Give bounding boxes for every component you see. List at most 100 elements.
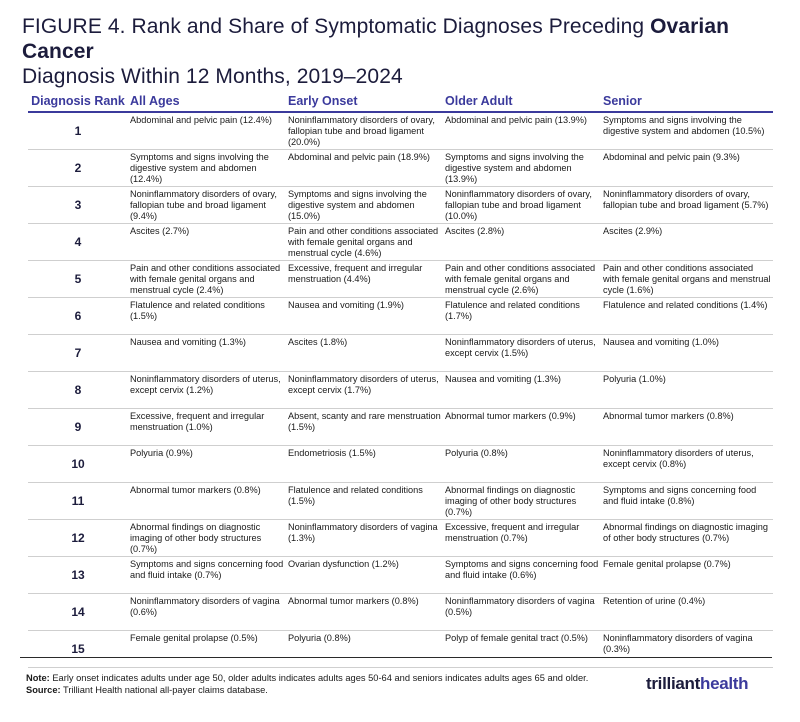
diagnosis-cell: Flatulence and related conditions (1.5%) [128, 297, 286, 335]
column-header: Early Onset [286, 90, 443, 113]
header-row: Diagnosis Rank All Ages Early Onset Older A… [28, 90, 773, 113]
diagnosis-cell: Polyuria (1.0%) [601, 371, 773, 409]
diagnosis-cell: Symptoms and signs concerning food and f… [601, 482, 773, 520]
table-row: 10 Polyuria (0.9%) Endometriosis (1.5%) Pol… [28, 445, 773, 483]
rank-cell: 15 [28, 630, 128, 668]
rank-cell: 12 [28, 519, 128, 557]
diagnosis-cell: Pain and other conditions associated wit… [601, 260, 773, 298]
diagnosis-cell: Abnormal findings on diagnostic imaging … [443, 482, 601, 520]
diagnosis-cell: Flatulence and related conditions (1.4%) [601, 297, 773, 335]
rank-cell: 6 [28, 297, 128, 335]
table-row: 8 Noninflammatory disorders of uterus, ex… [28, 371, 773, 409]
diagnosis-cell: Symptoms and signs involving the digesti… [601, 112, 773, 150]
diagnosis-cell: Pain and other conditions associated wit… [128, 260, 286, 298]
rank-cell: 13 [28, 556, 128, 594]
table-row: 9 Excessive, frequent and irregular menst… [28, 408, 773, 446]
rank-cell: 3 [28, 186, 128, 224]
diagnosis-cell: Noninflammatory disorders of ovary, fall… [443, 186, 601, 224]
table-row: 7 Nausea and vomiting (1.3%) Ascites (1.8%… [28, 334, 773, 372]
table-row: 2 Symptoms and signs involving the digest… [28, 149, 773, 187]
diagnosis-cell: Female genital prolapse (0.5%) [128, 630, 286, 668]
diagnosis-cell: Noninflammatory disorders of uterus, exc… [286, 371, 443, 409]
rank-cell: 7 [28, 334, 128, 372]
diagnosis-cell: Symptoms and signs involving the digesti… [443, 149, 601, 187]
table-row: 15 Female genital prolapse (0.5%) Polyuria… [28, 630, 773, 668]
diagnosis-cell: Symptoms and signs concerning food and f… [128, 556, 286, 594]
diagnosis-rank-table: Diagnosis Rank All Ages Early Onset Older A… [28, 90, 773, 668]
note-line: Note: Early onset indicates adults under… [26, 673, 606, 685]
diagnosis-cell: Nausea and vomiting (1.3%) [128, 334, 286, 372]
diagnosis-cell: Ovarian dysfunction (1.2%) [286, 556, 443, 594]
diagnosis-cell: Pain and other conditions associated wit… [286, 223, 443, 261]
diagnosis-cell: Abnormal tumor markers (0.8%) [286, 593, 443, 631]
logo-part2: health [699, 674, 749, 693]
diagnosis-cell: Noninflammatory disorders of ovary, fall… [601, 186, 773, 224]
diagnosis-cell: Excessive, frequent and irregular menstr… [128, 408, 286, 446]
rank-cell: 8 [28, 371, 128, 409]
diagnosis-cell: Nausea and vomiting (1.0%) [601, 334, 773, 372]
diagnosis-cell: Abdominal and pelvic pain (9.3%) [601, 149, 773, 187]
diagnosis-cell: Abdominal and pelvic pain (18.9%) [286, 149, 443, 187]
diagnosis-cell: Nausea and vomiting (1.3%) [443, 371, 601, 409]
title-rest: Diagnosis Within 12 Months, 2019–2024 [22, 65, 403, 88]
rank-cell: 1 [28, 112, 128, 150]
diagnosis-cell: Pain and other conditions associated wit… [443, 260, 601, 298]
trilliant-health-logo: trillianthealth [646, 674, 749, 694]
diagnosis-cell: Polyuria (0.8%) [286, 630, 443, 668]
title-bold: Ovarian Cancer [22, 15, 730, 63]
diagnosis-cell: Flatulence and related conditions (1.5%) [286, 482, 443, 520]
diagnosis-cell: Abnormal findings on diagnostic imaging … [128, 519, 286, 557]
diagnosis-cell: Noninflammatory disorders of vagina (0.3… [601, 630, 773, 668]
table-row: 13 Symptoms and signs concerning food and… [28, 556, 773, 594]
diagnosis-cell: Absent, scanty and rare menstruation (1.… [286, 408, 443, 446]
rank-cell: 11 [28, 482, 128, 520]
figure-title: FIGURE 4. Rank and Share of Symptomatic … [22, 14, 782, 89]
rank-cell: 10 [28, 445, 128, 483]
rank-cell: 4 [28, 223, 128, 261]
note-label: Note: [26, 673, 50, 683]
source-line: Source: Trilliant Health national all-pa… [26, 685, 606, 697]
diagnosis-cell: Noninflammatory disorders of uterus, exc… [443, 334, 601, 372]
diagnosis-cell: Retention of urine (0.4%) [601, 593, 773, 631]
column-header: All Ages [128, 90, 286, 113]
diagnosis-cell: Abnormal tumor markers (0.8%) [601, 408, 773, 446]
diagnosis-cell: Polyp of female genital tract (0.5%) [443, 630, 601, 668]
column-header: Diagnosis Rank [28, 90, 128, 113]
footer-divider [20, 657, 772, 658]
diagnosis-cell: Ascites (2.8%) [443, 223, 601, 261]
diagnosis-cell: Abnormal tumor markers (0.8%) [128, 482, 286, 520]
logo-part1: trilliant [646, 674, 700, 693]
table-row: 1 Abdominal and pelvic pain (12.4%) Noninf… [28, 112, 773, 150]
rank-cell: 5 [28, 260, 128, 298]
table-row: 12 Abnormal findings on diagnostic imagin… [28, 519, 773, 557]
diagnosis-cell: Noninflammatory disorders of uterus, exc… [128, 371, 286, 409]
title-plain: FIGURE 4. Rank and Share of Symptomatic … [22, 15, 651, 38]
table-row: 4 Ascites (2.7%) Pain and other conditions… [28, 223, 773, 261]
diagnosis-cell: Nausea and vomiting (1.9%) [286, 297, 443, 335]
table-row: 14 Noninflammatory disorders of vagina (0… [28, 593, 773, 631]
diagnosis-cell: Noninflammatory disorders of ovary, fall… [286, 112, 443, 150]
source-text: Trilliant Health national all-payer clai… [60, 684, 268, 695]
diagnosis-cell: Abnormal tumor markers (0.9%) [443, 408, 601, 446]
table-row: 6 Flatulence and related conditions (1.5%… [28, 297, 773, 335]
diagnosis-cell: Polyuria (0.9%) [128, 445, 286, 483]
source-label: Source: [26, 684, 61, 695]
table-row: 3 Noninflammatory disorders of ovary, fal… [28, 186, 773, 224]
diagnosis-cell: Noninflammatory disorders of vagina (0.5… [443, 593, 601, 631]
diagnosis-cell: Noninflammatory disorders of ovary, fall… [128, 186, 286, 224]
diagnosis-cell: Ascites (2.7%) [128, 223, 286, 261]
column-header: Senior [601, 90, 773, 113]
diagnosis-cell: Excessive, frequent and irregular menstr… [286, 260, 443, 298]
rank-cell: 2 [28, 149, 128, 187]
diagnosis-cell: Ascites (1.8%) [286, 334, 443, 372]
diagnosis-cell: Abnormal findings on diagnostic imaging … [601, 519, 773, 557]
diagnosis-cell: Abdominal and pelvic pain (13.9%) [443, 112, 601, 150]
diagnosis-cell: Excessive, frequent and irregular menstr… [443, 519, 601, 557]
diagnosis-cell: Abdominal and pelvic pain (12.4%) [128, 112, 286, 150]
diagnosis-cell: Noninflammatory disorders of uterus, exc… [601, 445, 773, 483]
diagnosis-cell: Ascites (2.9%) [601, 223, 773, 261]
diagnosis-cell: Endometriosis (1.5%) [286, 445, 443, 483]
diagnosis-cell: Symptoms and signs involving the digesti… [286, 186, 443, 224]
diagnosis-cell: Female genital prolapse (0.7%) [601, 556, 773, 594]
